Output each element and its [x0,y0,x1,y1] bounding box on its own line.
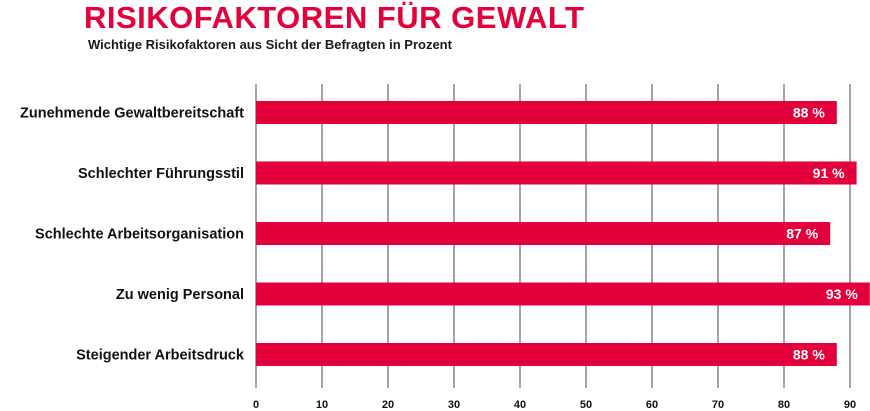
data-label: 91 % [813,165,845,181]
x-tick-label: 80 [778,399,790,411]
category-label: Zunehmende Gewaltbereitschaft [20,106,244,122]
x-tick-label: 0 [253,399,259,411]
data-label: 93 % [826,286,858,302]
x-tick-label: 90 [844,399,856,411]
category-label: Schlechte Arbeitsorganisation [35,227,244,243]
data-label: 88 % [793,105,825,121]
chart-title: RISIKOFAKTOREN FÜR GEWALT [84,0,585,35]
data-label: 87 % [786,226,818,242]
x-tick-label: 30 [448,399,460,411]
x-tick-label: 60 [646,399,658,411]
x-tick-label: 70 [712,399,724,411]
category-labels: Zunehmende Gewaltbereitschaft Schlechter … [20,106,245,364]
bar [256,343,837,366]
x-tick-label: 40 [514,399,526,411]
bar [256,161,857,185]
bars: 88 % 91 % 87 % 93 % 88 % [256,101,870,366]
x-tick-label: 20 [382,399,394,411]
x-tick-label: 10 [316,399,328,411]
data-label: 88 % [793,347,825,363]
category-label: Steigender Arbeitsdruck [76,348,245,364]
category-label: Zu wenig Personal [116,287,244,303]
bar [256,282,870,306]
chart-subtitle: Wichtige Risikofaktoren aus Sicht der Be… [88,37,452,52]
bar [256,222,831,245]
x-axis-ticks: 0 10 20 30 40 50 60 70 80 90 [253,399,856,411]
bar [256,101,837,124]
x-tick-label: 50 [580,399,592,411]
category-label: Schlechter Führungsstil [78,166,244,182]
